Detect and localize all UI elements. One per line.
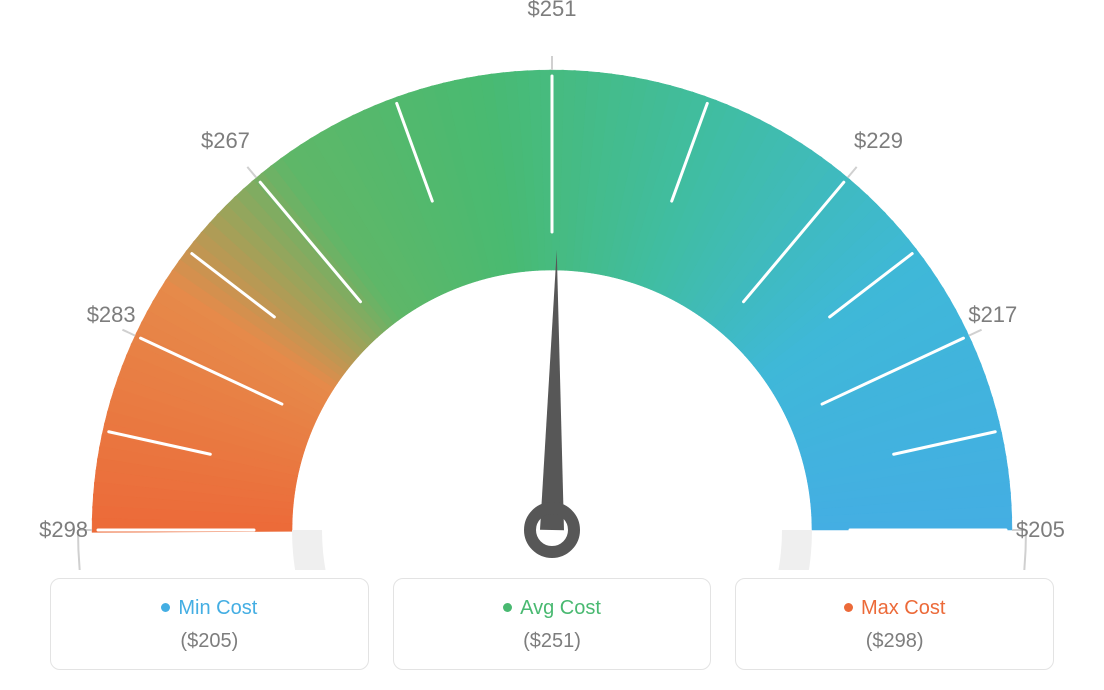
gauge-tick-label: $251 [528,0,577,22]
legend-label-avg: Avg Cost [520,597,601,619]
legend-row: Min Cost ($205) Avg Cost ($251) Max Cost… [50,578,1054,670]
legend-card-min: Min Cost ($205) [50,578,369,670]
legend-value-min: ($205) [61,630,358,653]
legend-dot-min [161,603,170,612]
gauge-tick-label: $217 [968,302,1017,328]
gauge-area: $205 $217 $229 $251 $267 $283 $298 [0,0,1104,560]
gauge-tick-label: $267 [201,128,250,154]
gauge-tick-label: $283 [87,302,136,328]
gauge-tick-label: $205 [1016,517,1065,543]
legend-title-max: Max Cost [746,597,1043,620]
cost-gauge-chart: $205 $217 $229 $251 $267 $283 $298 Min Cost ($… [0,0,1104,690]
legend-card-avg: Avg Cost ($251) [393,578,712,670]
legend-title-avg: Avg Cost [404,597,701,620]
gauge-svg [0,10,1104,570]
legend-dot-max [844,603,853,612]
gauge-needle [540,250,564,530]
legend-title-min: Min Cost [61,597,358,620]
gauge-tick-label: $229 [854,128,903,154]
gauge-tick-label: $298 [39,517,88,543]
legend-dot-avg [503,603,512,612]
legend-value-avg: ($251) [404,630,701,653]
legend-value-max: ($298) [746,630,1043,653]
legend-label-max: Max Cost [861,597,945,619]
legend-card-max: Max Cost ($298) [735,578,1054,670]
legend-label-min: Min Cost [178,597,257,619]
